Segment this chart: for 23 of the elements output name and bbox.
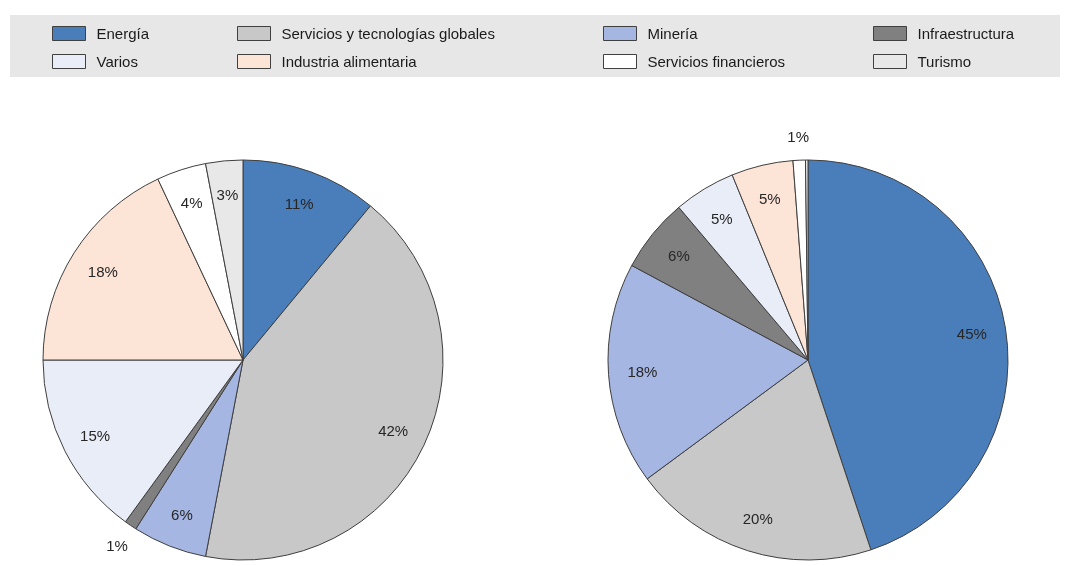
legend-label: Varios [96,53,138,70]
data-label: 3% [216,186,239,204]
data-label: 5% [711,209,733,227]
data-label: 6% [171,505,193,523]
data-label: 11% [284,195,314,213]
data-label: 18% [87,262,118,280]
data-label: 18% [627,363,658,381]
data-label: 15% [80,426,111,444]
data-label: 6% [668,247,690,265]
legend-label: Minería [647,25,699,42]
data-label: 45% [956,325,987,343]
data-label: 1% [106,536,128,554]
legend-label: Servicios y tecnologías globales [281,25,495,42]
legend-label: Industria alimentaria [281,53,418,70]
legend-label: Turismo [917,53,972,70]
data-label: 5% [758,189,781,207]
data-label: 4% [180,193,203,211]
legend-label: Infraestructura [917,25,1015,42]
legend-label: Energía [96,25,150,42]
data-label: 1% [787,127,810,145]
data-label: 42% [378,422,409,440]
legend-label: Servicios financieros [647,53,786,70]
data-label: 20% [742,509,773,527]
